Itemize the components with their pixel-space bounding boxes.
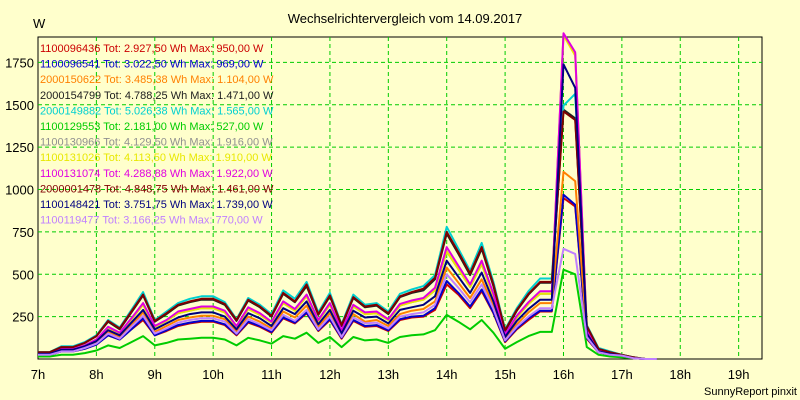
x-tick-label: 18h [669, 367, 691, 382]
legend-entry-2000149882: 2000149882 Tot: 5.026,38 Wh Max: 1.565,0… [40, 105, 274, 117]
y-tick-label: 1750 [5, 55, 34, 70]
y-unit-label: W [33, 16, 46, 31]
series-line-1100119477 [38, 247, 657, 360]
x-tick-label: 12h [319, 367, 341, 382]
legend-entry-1100119477: 1100119477 Tot: 3.166,25 Wh Max: 770,00 … [40, 215, 263, 227]
legend-entry-1100129553: 1100129553 Tot: 2.181,00 Wh Max: 527,00 … [40, 121, 264, 133]
series-line-1100129553 [38, 268, 657, 360]
x-tick-label: 16h [553, 367, 575, 382]
y-tick-label: 1500 [5, 98, 34, 113]
x-tick-label: 11h [261, 367, 282, 382]
y-tick-label: 500 [12, 267, 34, 282]
y-axis: 250 500 750 1000 1250 1500 1750 [5, 55, 34, 324]
legend-entry-1100131074: 1100131074 Tot: 4.288,88 Wh Max: 1.922,0… [40, 168, 273, 180]
y-tick-label: 750 [12, 225, 34, 240]
legend-entry-1100148421: 1100148421 Tot: 3.751,75 Wh Max: 1.739,0… [40, 199, 273, 211]
x-tick-label: 10h [202, 367, 224, 382]
legend-entry-2000154799: 2000154799 Tot: 4.788,25 Wh Max: 1.471,0… [40, 90, 274, 102]
legend-entry-2000001478: 2000001478 Tot: 4.848,75 Wh Max: 1.461,0… [40, 183, 274, 195]
legend-entry-1100096436: 1100096436 Tot: 2.927,50 Wh Max: 950,00 … [40, 43, 264, 55]
x-tick-label: 17h [611, 367, 633, 382]
legend-entry-1100096541: 1100096541 Tot: 3.022,50 Wh Max: 969,00 … [40, 59, 264, 71]
credit-text: SunnyReport pinxit [704, 386, 797, 398]
x-tick-label: 19h [728, 367, 750, 382]
y-tick-label: 1000 [5, 183, 34, 198]
x-tick-label: 14h [436, 367, 458, 382]
legend-entry-1100131026: 1100131026 Tot: 4.113,50 Wh Max: 1.910,0… [40, 152, 272, 164]
legend: 1100096436 Tot: 2.927,50 Wh Max: 950,00 … [40, 43, 274, 227]
series-line-2000150622 [38, 170, 657, 360]
x-tick-label: 8h [89, 367, 103, 382]
x-axis: 7h 8h 9h 10h 11h 12h 13h 14h 15h 16h 17h 18h 19h [31, 367, 750, 382]
x-tick-label: 15h [494, 367, 516, 382]
x-tick-label: 13h [377, 367, 399, 382]
x-tick-label: 7h [31, 367, 45, 382]
legend-entry-1100130966: 1100130966 Tot: 4.129,50 Wh Max: 1.916,0… [40, 137, 273, 149]
y-tick-label: 1250 [5, 140, 34, 155]
chart-title: Wechselrichtervergleich vom 14.09.2017 [288, 11, 523, 26]
series-layer [38, 32, 657, 360]
legend-entry-2000150622: 2000150622 Tot: 3.485,38 Wh Max: 1.104,0… [40, 74, 274, 86]
series-line-1100148421 [38, 63, 657, 360]
x-tick-label: 9h [148, 367, 162, 382]
y-tick-label: 250 [12, 310, 34, 325]
